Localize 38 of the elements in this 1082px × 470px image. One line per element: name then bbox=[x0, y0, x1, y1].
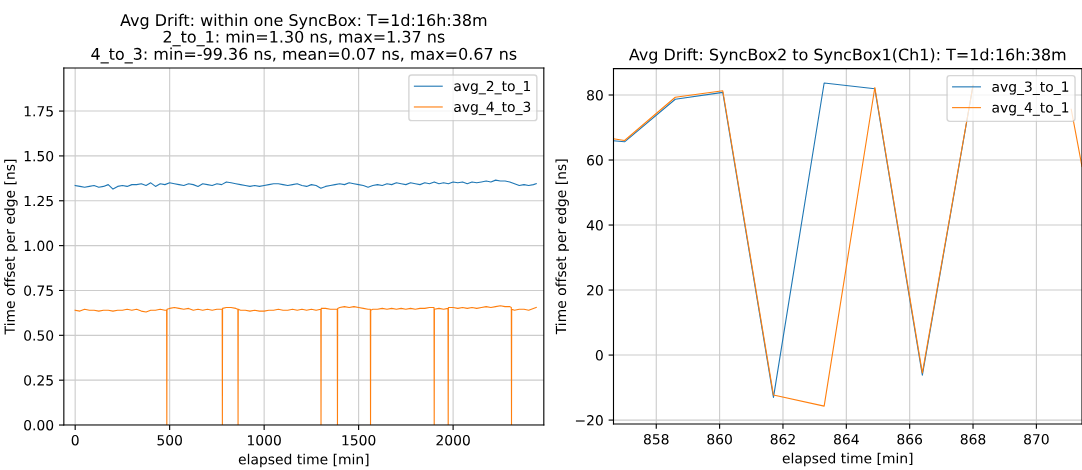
y-tick-label: 0.50 bbox=[24, 330, 54, 341]
chart-title: Avg Drift: SyncBox2 to SyncBox1(Ch1): T=1d:16h:38m bbox=[628, 48, 1066, 64]
legend-label: avg_2_to_1 bbox=[454, 80, 531, 95]
x-tick-label: 860 bbox=[707, 433, 732, 445]
x-axis-title: elapsed time [min] bbox=[782, 452, 913, 467]
y-tick-label: 60 bbox=[587, 154, 603, 166]
y-tick-label: 0.25 bbox=[24, 375, 53, 386]
x-tick-label: 1000 bbox=[247, 434, 281, 446]
x-tick-label: 866 bbox=[897, 433, 923, 445]
x-tick-label: 2000 bbox=[436, 434, 470, 446]
y-tick-label: 0.00 bbox=[24, 419, 54, 431]
x-tick-label: 862 bbox=[770, 433, 795, 445]
y-tick-label: 0 bbox=[595, 350, 603, 361]
y-tick-label: 20 bbox=[587, 285, 603, 296]
line-series bbox=[74, 305, 537, 426]
y-tick-label: 1.25 bbox=[24, 195, 53, 207]
line-series bbox=[74, 179, 537, 190]
x-tick-label: 864 bbox=[834, 433, 859, 445]
x-tick-label: 870 bbox=[1024, 433, 1049, 445]
y-axis-title: Time offset per edge [ns] bbox=[4, 159, 18, 335]
legend-label: avg_4_to_1 bbox=[992, 102, 1069, 116]
y-tick-label: 1.50 bbox=[24, 150, 54, 162]
x-axis-title: elapsed time [min] bbox=[238, 453, 369, 468]
x-tick-label: 868 bbox=[960, 433, 986, 445]
y-tick-label: −20 bbox=[575, 415, 603, 426]
legend-label: avg_3_to_1 bbox=[992, 81, 1069, 95]
x-tick-label: 1500 bbox=[342, 434, 376, 446]
y-tick-label: 80 bbox=[587, 89, 603, 101]
x-tick-label: 858 bbox=[643, 433, 669, 445]
y-axis-title: Time offset per edge [ns] bbox=[555, 159, 569, 335]
y-tick-label: 1.00 bbox=[24, 240, 54, 252]
legend-label: avg_4_to_3 bbox=[454, 101, 531, 116]
y-tick-label: 1.75 bbox=[24, 106, 53, 117]
y-tick-label: 0.75 bbox=[24, 285, 53, 296]
x-tick-label: 500 bbox=[157, 434, 182, 446]
chart-title: Avg Drift: within one SyncBox: T=1d:16h:38m 2_to_1: min=1.30 ns, max=1.37 ns 4_to_3: min=-99.36 ns, mean=0.07 ns, max=0.67 ns bbox=[91, 13, 517, 64]
y-tick-label: 40 bbox=[586, 220, 603, 231]
x-tick-label: 0 bbox=[71, 434, 79, 446]
